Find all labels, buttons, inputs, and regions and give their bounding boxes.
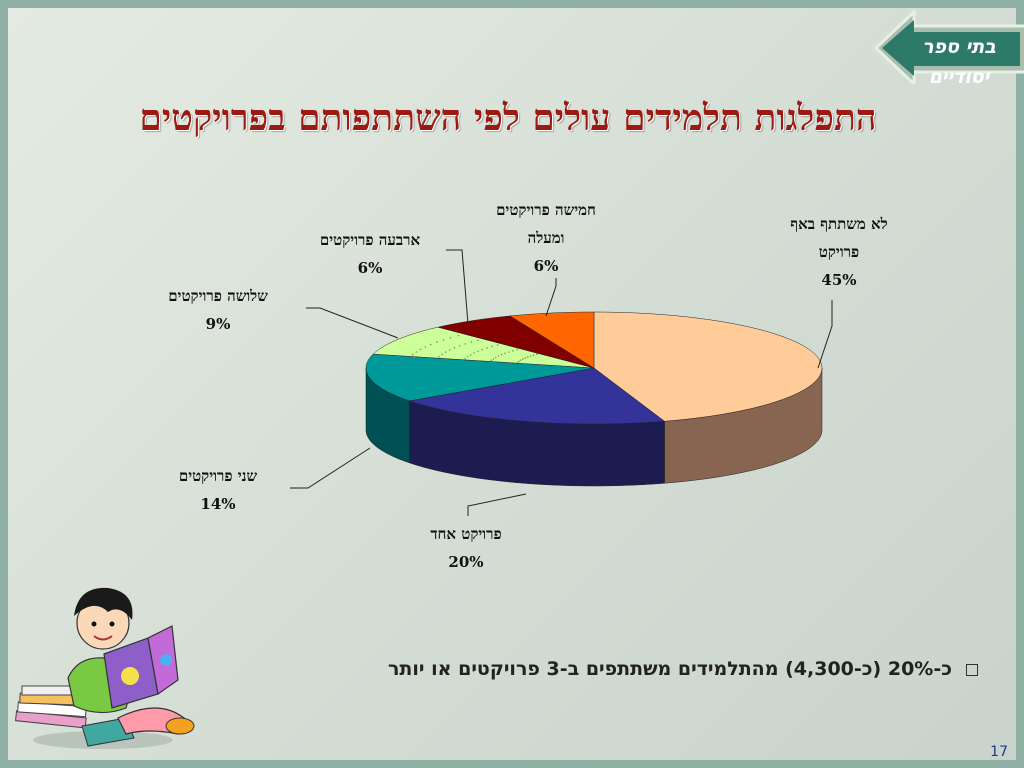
slice-three-projects (372, 326, 595, 369)
slice-four-projects (437, 315, 595, 369)
banner-arrow-shape (873, 10, 1024, 84)
leader-four-projects (446, 249, 469, 325)
label-four-projects: ארבעה פרויקטים 6% (290, 226, 450, 282)
bullet-point: כ-20% (כ-4,300) מהתלמידים משתתפים ב-3 פר… (248, 652, 978, 686)
open-book-icon (103, 625, 179, 709)
label-five-plus-line2: ומעלה (527, 229, 565, 247)
slide: התפלגות תלמידים עולים לפי השתתפותם בפרוי… (8, 8, 1024, 760)
chart-title: התפלגות תלמידים עולים לפי השתתפותם בפרוי… (139, 97, 877, 139)
label-one-project-value: 20% (448, 553, 484, 571)
label-two-projects-line1: שני פרויקטים (178, 467, 258, 485)
slice-five-plus-projects (509, 311, 595, 369)
label-one-project: פרויקט אחד 20% (396, 520, 536, 576)
label-three-projects-value: 9% (205, 315, 231, 333)
label-no-projects: לא משתתף באף פרויקט 45% (754, 210, 924, 294)
leader-five-plus-projects (545, 278, 557, 317)
label-five-plus-value: 6% (533, 257, 559, 275)
label-three-projects-line1: שלושה פרויקטים (168, 287, 268, 305)
slice-two-projects (365, 353, 595, 402)
label-two-projects-value: 14% (200, 495, 236, 513)
slice-no-projects (593, 311, 823, 422)
label-four-projects-value: 6% (357, 259, 383, 277)
label-two-projects: שני פרויקטים 14% (148, 462, 288, 518)
section-banner: בתי ספר יסודיים (870, 10, 1024, 88)
leader-no-projects (817, 300, 833, 369)
bullet-text: כ-20% (כ-4,300) מהתלמידים משתתפים ב-3 פר… (387, 658, 952, 680)
label-three-projects: שלושה פרויקטים 9% (138, 282, 298, 338)
label-one-project-line1: פרויקט אחד (430, 525, 502, 543)
leader-one-project (467, 493, 527, 516)
pie-chart (290, 249, 833, 516)
label-five-plus-projects: חמישה פרויקטים ומעלה 6% (466, 196, 626, 280)
leader-two-projects (290, 447, 371, 489)
child-reading-illustration (14, 587, 195, 749)
label-five-plus-line1: חמישה פרויקטים (496, 201, 596, 219)
label-four-projects-line1: ארבעה פרויקטים (319, 231, 421, 249)
label-no-projects-line1: לא משתתף באף (790, 215, 888, 233)
page-number: 17 (990, 744, 1008, 760)
leader-three-projects (306, 307, 399, 339)
slice-three-projects-texture (411, 334, 538, 364)
banner-label: בתי ספר יסודיים (922, 36, 996, 88)
label-no-projects-value: 45% (821, 271, 857, 289)
label-no-projects-line2: פרויקט (818, 243, 860, 261)
bullet-square-icon (966, 663, 978, 676)
slice-one-project (409, 367, 666, 425)
